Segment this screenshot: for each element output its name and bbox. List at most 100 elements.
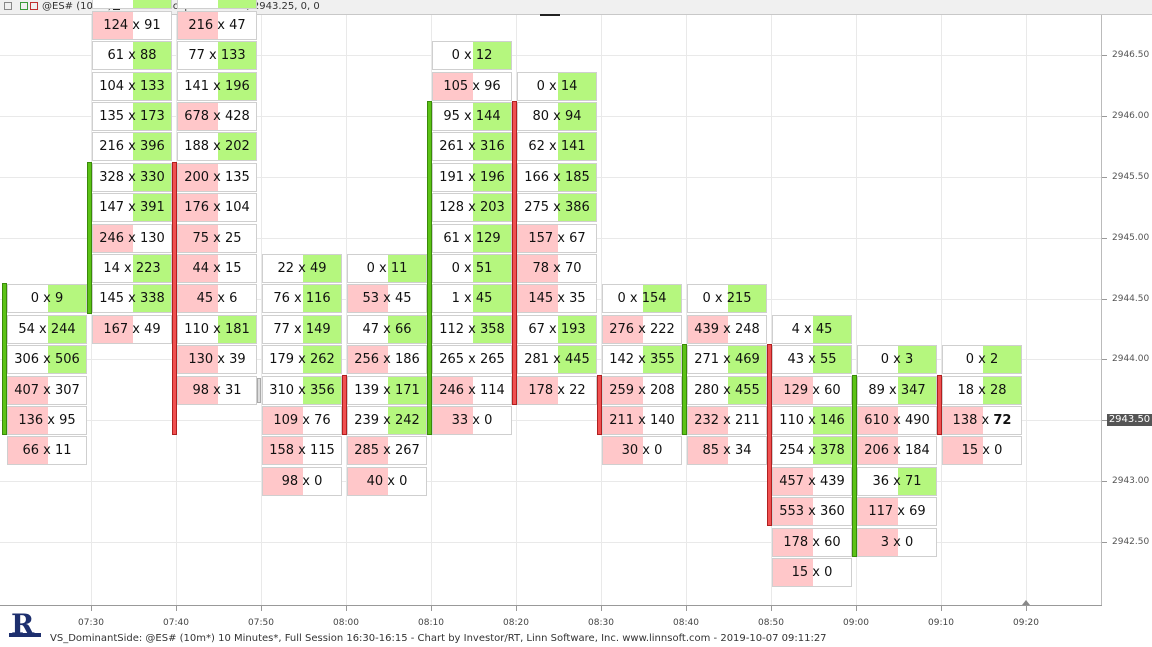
cell-volume-text: 407 x 307	[8, 377, 86, 404]
ask-volume: 391	[139, 200, 165, 216]
bid-volume: 138	[952, 412, 978, 428]
bid-volume: 15	[791, 564, 809, 580]
bid-volume: 66	[22, 443, 40, 459]
bid-shade	[178, 376, 218, 404]
footprint-cell: 110 x 181	[177, 314, 257, 344]
price-tick	[1102, 420, 1107, 422]
ask-shade	[898, 467, 936, 495]
bid-volume: 109	[273, 412, 299, 428]
separator: x	[213, 17, 230, 33]
separator: x	[119, 260, 136, 276]
bid-volume: 254	[779, 443, 805, 459]
cell-volume-text: 15 x 0	[773, 559, 851, 586]
bid-volume: 89	[868, 382, 885, 398]
price-gridline	[0, 55, 1101, 57]
green-square-icon[interactable]	[20, 2, 28, 10]
bid-shade	[8, 376, 48, 404]
cell-volume-text: 206 x 184	[858, 437, 936, 464]
cell-volume-text: 61 x 129	[433, 225, 511, 252]
candle-bar-up	[852, 374, 857, 557]
footprint-cell: 216 x 47	[177, 10, 257, 40]
ask-volume: 211	[734, 412, 760, 428]
footprint-cell: 67 x 193	[517, 314, 597, 344]
ask-volume: 0	[484, 412, 493, 428]
cell-volume-text: 110 x 146	[773, 407, 851, 434]
cell-volume-text: 33 x 0	[433, 407, 511, 434]
time-tick	[941, 606, 942, 611]
separator: x	[209, 321, 225, 337]
bid-shade	[93, 11, 133, 39]
bid-volume: 77	[188, 48, 205, 64]
cell-volume-text: 44 x 15	[178, 255, 256, 282]
ask-volume: 355	[649, 352, 675, 368]
bid-shade	[603, 376, 643, 404]
ask-volume: 141	[560, 139, 586, 155]
ask-shade	[303, 315, 341, 343]
ask-shade	[133, 254, 171, 282]
bid-shade	[518, 376, 558, 404]
separator: x	[459, 108, 476, 124]
footprint-cell: 0 x 2	[942, 345, 1022, 375]
ask-volume: 114	[479, 382, 505, 398]
time-gridline	[346, 15, 347, 605]
close-icon[interactable]	[4, 2, 12, 10]
ask-volume: 338	[139, 291, 165, 307]
footprint-cell: 78 x 70	[517, 253, 597, 283]
window-titlebar: @ES# (10m*) IsVolumeScope=2944.50, 2943.…	[0, 0, 1152, 15]
candle-bar-down	[172, 161, 177, 436]
ask-shade	[473, 224, 511, 252]
separator: x	[719, 352, 735, 368]
footprint-cell: 0 x 8	[92, 0, 172, 10]
bid-volume: 112	[439, 321, 465, 337]
footprint-cell: 265 x 265	[432, 345, 512, 375]
footprint-cell: 85 x 34	[687, 436, 767, 466]
cell-volume-text: 0 x 3	[858, 346, 936, 373]
time-tick	[686, 606, 687, 611]
footprint-cell: 246 x 130	[92, 223, 172, 253]
footprint-cell: 129 x 60	[772, 375, 852, 405]
bid-volume: 167	[103, 321, 129, 337]
cell-volume-text: 128 x 203	[433, 194, 511, 221]
ask-volume: 69	[909, 504, 926, 520]
cell-volume-text: 328 x 330	[93, 164, 171, 191]
footprint-cell: 261 x 316	[432, 132, 512, 162]
time-label: 08:20	[503, 618, 529, 628]
bid-volume: 47	[362, 321, 380, 337]
bid-volume: 67	[528, 321, 545, 337]
footprint-cell: 139 x 171	[347, 375, 427, 405]
bid-volume: 0	[536, 78, 545, 94]
bid-volume: 129	[783, 382, 809, 398]
cell-volume-text: 0 x 51	[433, 255, 511, 282]
separator: x	[124, 139, 140, 155]
footprint-cell: 145 x 35	[517, 284, 597, 314]
ask-volume: 0	[314, 473, 323, 489]
ask-volume: 51	[475, 260, 493, 276]
time-tick	[91, 606, 92, 611]
ask-shade	[218, 42, 256, 70]
ask-shade	[728, 285, 766, 313]
cell-volume-text: 259 x 208	[603, 377, 681, 404]
cell-volume-text: 1 x 45	[433, 285, 511, 312]
bid-volume: 62	[528, 139, 545, 155]
cell-volume-text: 145 x 35	[518, 285, 596, 312]
footprint-cell: 104 x 133	[92, 71, 172, 101]
ask-volume: 146	[819, 412, 845, 428]
bid-shade	[603, 437, 643, 465]
footprint-cell: 553 x 360	[772, 497, 852, 527]
footprint-cell: 76 x 116	[262, 284, 342, 314]
red-square-icon[interactable]	[30, 2, 38, 10]
bid-shade	[773, 376, 813, 404]
ask-shade	[558, 72, 596, 100]
footprint-cell: 271 x 469	[687, 345, 767, 375]
cell-volume-text: 246 x 130	[93, 225, 171, 252]
separator: x	[719, 412, 735, 428]
time-tick	[771, 606, 772, 611]
footprint-cell: 239 x 242	[347, 405, 427, 435]
time-label: 08:40	[673, 618, 699, 628]
footprint-cell: 200 x 135	[177, 162, 257, 192]
price-tick	[1102, 298, 1107, 300]
cell-volume-text: 54 x 244	[8, 316, 86, 343]
ask-shade	[473, 163, 511, 191]
footprint-cell: 0 x 9	[7, 284, 87, 314]
cell-volume-text: 275 x 386	[518, 194, 596, 221]
